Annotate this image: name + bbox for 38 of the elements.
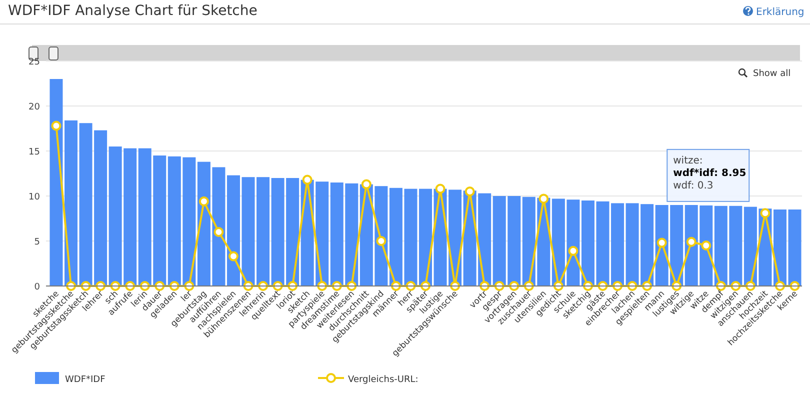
point bbox=[198, 196, 209, 206]
point bbox=[701, 240, 712, 250]
point bbox=[656, 238, 667, 248]
point bbox=[214, 227, 224, 237]
bar bbox=[773, 210, 786, 286]
point bbox=[464, 186, 475, 196]
bar bbox=[788, 210, 802, 286]
point bbox=[435, 184, 446, 194]
point bbox=[760, 208, 770, 218]
y-tick-label: 15 bbox=[28, 148, 40, 158]
point bbox=[538, 194, 549, 204]
point bbox=[317, 281, 328, 291]
bar bbox=[419, 188, 432, 286]
point bbox=[642, 281, 652, 291]
bar bbox=[611, 203, 624, 286]
point bbox=[672, 281, 682, 291]
text: Erklärung bbox=[756, 7, 804, 18]
legend-label: WDF*IDF bbox=[65, 375, 106, 385]
point bbox=[361, 179, 372, 190]
y-tick-label: 5 bbox=[34, 238, 40, 248]
annotation: Show all bbox=[753, 69, 791, 79]
y-tick-label: 25 bbox=[28, 58, 40, 68]
annotation: witze: wdf*idf: 8.95 wdf: 0.3 bbox=[673, 155, 746, 192]
bar bbox=[226, 175, 240, 286]
y-tick-label: 10 bbox=[28, 192, 40, 202]
point bbox=[568, 246, 578, 256]
chart-title: WDF*IDF Analyse Chart für Sketche bbox=[8, 3, 258, 19]
point bbox=[302, 174, 312, 185]
bar bbox=[50, 79, 63, 286]
bar bbox=[64, 120, 78, 286]
y-tick-label: 20 bbox=[28, 102, 40, 112]
point bbox=[228, 251, 238, 262]
y-tick-label: 0 bbox=[34, 282, 40, 292]
point bbox=[125, 281, 136, 291]
point bbox=[376, 236, 386, 246]
point bbox=[686, 236, 696, 247]
legend-label: Vergleichs-URL: bbox=[348, 375, 418, 385]
point bbox=[51, 120, 62, 131]
